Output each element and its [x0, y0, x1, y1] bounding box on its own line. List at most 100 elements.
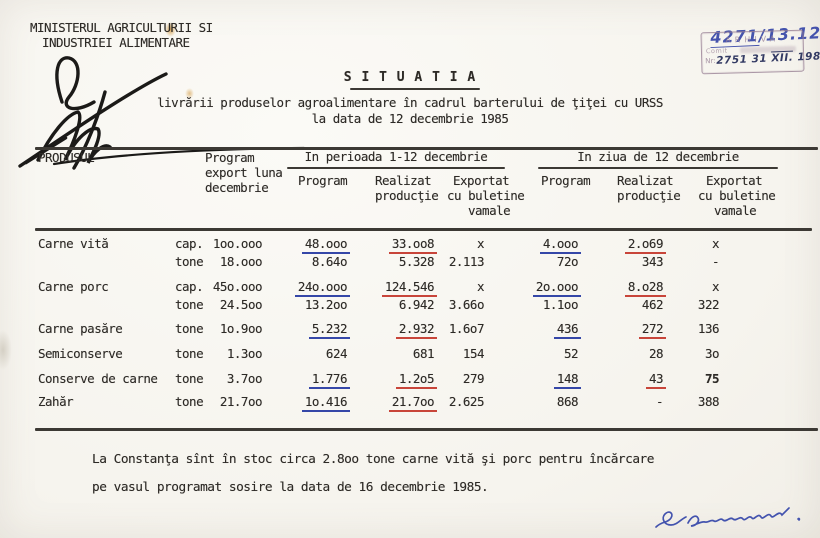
value-period-program: 1o.416: [283, 395, 350, 412]
value-period-program: 8.64o: [311, 254, 348, 269]
col-header-day-exportat-l2: cu buletine: [698, 188, 776, 203]
product-name: Conserve de carne: [38, 371, 158, 386]
value-period-exportat: 154: [462, 346, 485, 361]
note-line2: pe vasul programat sosire la data de 16 …: [92, 480, 489, 495]
col-header-product: PRODUSUL: [38, 150, 95, 165]
value-period-exportat: x: [476, 279, 485, 294]
value-day-realizat: 28: [648, 346, 664, 361]
value-period-program: 24o.ooo: [283, 280, 350, 297]
value-export-program: 1o.9oo: [219, 321, 263, 336]
paper-stain: [185, 88, 194, 99]
stamp-number-day: 2751 31: [715, 52, 772, 67]
value-period-program: 48.ooo: [283, 237, 350, 254]
table-top-rule: [35, 147, 818, 150]
value-period-realizat: 5.328: [398, 254, 435, 269]
col-header-program-export-l3: decembrie: [205, 180, 269, 195]
value-day-program: 148: [516, 372, 581, 389]
letterhead-line1: MINISTERUL AGRICULTURII SI: [30, 20, 213, 35]
unit-label: cap.: [175, 279, 204, 294]
stamp-number-year: 1985: [797, 50, 820, 64]
value-period-exportat: 279: [462, 371, 485, 386]
value-day-program: 52: [563, 346, 579, 361]
paper-stain: [0, 330, 12, 370]
value-day-realizat: 272: [601, 322, 666, 339]
value-day-exportat: 136: [697, 321, 720, 336]
document-title: S I T U A T I A: [343, 70, 477, 85]
product-name: Carne vită: [38, 236, 109, 251]
value-export-program: 24.5oo: [219, 297, 263, 312]
value-day-program: 868: [556, 394, 579, 409]
document-subtitle-line2: la data de 12 decembrie 1985: [311, 111, 509, 126]
unit-label: cap.: [175, 236, 204, 251]
unit-label: tone: [175, 371, 204, 386]
col-header-program-export-l2: export luna: [205, 165, 283, 180]
value-period-exportat: 2.113: [448, 254, 485, 269]
group-day-underline: [538, 167, 778, 169]
signature-scribble: [655, 507, 801, 528]
stamp-number-handwritten: 2751 31 XII. 1985: [716, 50, 820, 67]
value-day-realizat: 343: [641, 254, 664, 269]
value-export-program: 18.ooo: [219, 254, 263, 269]
product-name: Carne porc: [38, 279, 109, 294]
value-period-realizat: 1.2o5: [368, 372, 437, 389]
col-header-program-export-l1: Program: [205, 150, 255, 165]
value-export-program: 21.7oo: [219, 394, 263, 409]
value-day-realizat: 43: [601, 372, 666, 389]
value-period-realizat: 21.7oo: [368, 395, 437, 412]
value-export-program: 1.3oo: [226, 346, 263, 361]
value-period-exportat: 2.625: [448, 394, 485, 409]
col-header-period-realizat-l1: Realizat: [375, 173, 432, 188]
value-day-program: 4.ooo: [516, 237, 581, 254]
group-period-underline: [287, 167, 505, 169]
value-day-program: 436: [516, 322, 581, 339]
col-header-day-program: Program: [541, 173, 591, 188]
value-period-program: 1.776: [283, 372, 350, 389]
value-period-program: 624: [325, 346, 348, 361]
stamp-nr-label: Nr:: [705, 56, 716, 66]
value-period-realizat: 33.oo8: [368, 237, 437, 254]
value-export-program: 45o.ooo: [212, 279, 263, 294]
value-day-exportat: -: [711, 254, 720, 269]
document-subtitle-line1: livrării produselor agroalimentare în ca…: [157, 95, 663, 110]
value-period-realizat: 681: [412, 346, 435, 361]
table-header-rule: [35, 228, 812, 231]
value-day-exportat: 75: [704, 371, 720, 386]
value-period-program: 5.232: [283, 322, 350, 339]
value-export-program: 1oo.ooo: [212, 236, 263, 251]
col-header-period-exportat-l3: vamale: [468, 203, 511, 218]
value-period-realizat: 6.942: [398, 297, 435, 312]
group-header-day: In ziua de 12 decembrie: [577, 149, 739, 164]
value-day-realizat: 2.o69: [601, 237, 666, 254]
paper-stain: [165, 22, 176, 37]
value-day-exportat: 3o: [704, 346, 720, 361]
group-header-period: In perioada 1-12 decembrie: [304, 149, 488, 164]
value-day-exportat: x: [711, 236, 720, 251]
value-period-exportat: x: [476, 236, 485, 251]
col-header-period-exportat-l2: cu buletine: [447, 188, 525, 203]
col-header-day-exportat-l3: vamale: [714, 203, 757, 218]
product-name: Semiconserve: [38, 346, 123, 361]
value-day-realizat: 8.o28: [601, 280, 666, 297]
archive-stamp: ARHIVA Comit Nr: 2751 31 XII. 1985: [700, 29, 820, 75]
value-day-exportat: 388: [697, 394, 720, 409]
value-day-program: 1.1oo: [542, 297, 579, 312]
col-header-day-exportat-l1: Exportat: [706, 173, 763, 188]
unit-label: tone: [175, 254, 204, 269]
value-day-exportat: x: [711, 279, 720, 294]
col-header-period-realizat-l2: producţie: [375, 188, 439, 203]
value-period-program: 13.2oo: [304, 297, 348, 312]
unit-label: tone: [175, 394, 204, 409]
value-day-program: 2o.ooo: [516, 280, 581, 297]
col-header-period-exportat-l1: Exportat: [453, 173, 510, 188]
unit-label: tone: [175, 297, 204, 312]
table-bottom-rule: [35, 428, 818, 431]
value-day-program: 72o: [556, 254, 579, 269]
value-period-exportat: 3.66o: [448, 297, 485, 312]
stamp-number-month: XII.: [771, 51, 794, 65]
value-period-realizat: 124.546: [368, 280, 437, 297]
unit-label: tone: [175, 321, 204, 336]
value-export-program: 3.7oo: [226, 371, 263, 386]
col-header-day-realizat-l1: Realizat: [617, 173, 674, 188]
letterhead-line2: INDUSTRIEI ALIMENTARE: [42, 35, 190, 50]
note-line1: La Constanţa sînt în stoc circa 2.8oo to…: [92, 452, 654, 467]
